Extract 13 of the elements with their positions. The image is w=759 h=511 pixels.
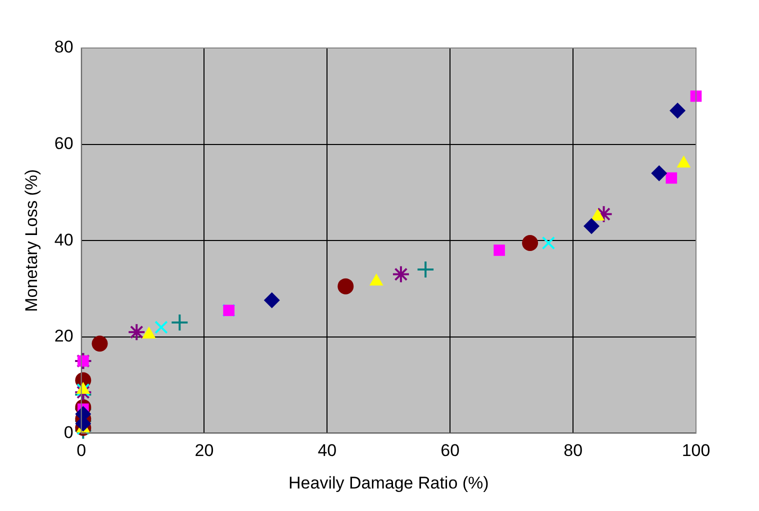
x-tick-label: 40 bbox=[318, 441, 337, 460]
x-tick-label: 0 bbox=[76, 441, 86, 460]
y-tick-label: 80 bbox=[54, 38, 74, 57]
x-tick-label: 80 bbox=[564, 441, 583, 460]
y-tick-label: 20 bbox=[54, 326, 74, 346]
x-axis-title: Heavily Damage Ratio (%) bbox=[288, 473, 489, 492]
x-tick-label: 100 bbox=[682, 441, 710, 460]
y-axis-title: Monetary Loss (%) bbox=[22, 169, 41, 312]
y-tick-label: 0 bbox=[64, 422, 74, 442]
x-tick-label: 60 bbox=[440, 441, 460, 460]
x-tick-label: 20 bbox=[194, 441, 214, 460]
y-tick-label: 60 bbox=[54, 134, 74, 153]
y-tick-label: 40 bbox=[54, 230, 74, 250]
